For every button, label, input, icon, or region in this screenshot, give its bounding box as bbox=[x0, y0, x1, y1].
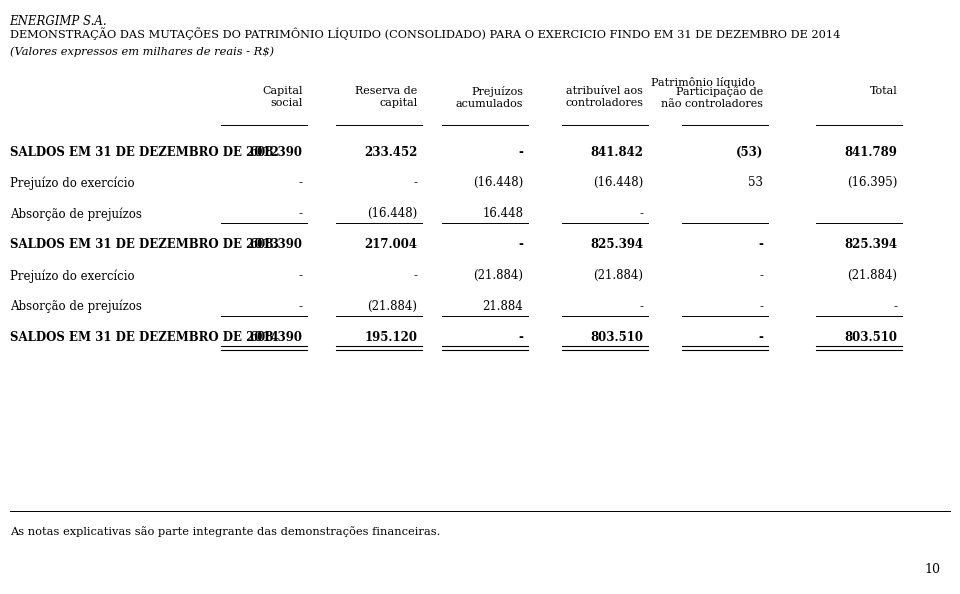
Text: 803.510: 803.510 bbox=[845, 331, 898, 344]
Text: (16.448): (16.448) bbox=[368, 207, 418, 220]
Text: atribuível aos
controladores: atribuível aos controladores bbox=[565, 86, 643, 108]
Text: Participação de
não controladores: Participação de não controladores bbox=[661, 86, 763, 109]
Text: 16.448: 16.448 bbox=[482, 207, 523, 220]
Text: (Valores expressos em milhares de reais - R$): (Valores expressos em milhares de reais … bbox=[10, 47, 274, 58]
Text: (16.448): (16.448) bbox=[473, 176, 523, 189]
Text: 217.004: 217.004 bbox=[365, 238, 418, 251]
Text: 825.394: 825.394 bbox=[590, 238, 643, 251]
Text: -: - bbox=[299, 176, 302, 189]
Text: 841.842: 841.842 bbox=[590, 146, 643, 159]
Text: (53): (53) bbox=[735, 146, 763, 159]
Text: -: - bbox=[414, 269, 418, 282]
Text: -: - bbox=[758, 331, 763, 344]
Text: -: - bbox=[758, 238, 763, 251]
Text: (21.884): (21.884) bbox=[848, 269, 898, 282]
Text: Absorção de prejuízos: Absorção de prejuízos bbox=[10, 207, 141, 221]
Text: -: - bbox=[299, 269, 302, 282]
Text: (21.884): (21.884) bbox=[473, 269, 523, 282]
Text: 608.390: 608.390 bbox=[250, 146, 302, 159]
Text: 21.884: 21.884 bbox=[483, 300, 523, 313]
Text: (16.395): (16.395) bbox=[848, 176, 898, 189]
Text: (21.884): (21.884) bbox=[593, 269, 643, 282]
Text: 608.390: 608.390 bbox=[250, 331, 302, 344]
Text: -: - bbox=[894, 300, 898, 313]
Text: Prejuízos
acumulados: Prejuízos acumulados bbox=[456, 86, 523, 109]
Text: Patrimônio líquido: Patrimônio líquido bbox=[651, 77, 756, 89]
Text: 803.510: 803.510 bbox=[590, 331, 643, 344]
Text: 10: 10 bbox=[924, 563, 941, 576]
Text: SALDOS EM 31 DE DEZEMBRO DE 2012: SALDOS EM 31 DE DEZEMBRO DE 2012 bbox=[10, 146, 278, 159]
Text: Absorção de prejuízos: Absorção de prejuízos bbox=[10, 300, 141, 314]
Text: -: - bbox=[299, 300, 302, 313]
Text: Capital
social: Capital social bbox=[262, 86, 302, 108]
Text: SALDOS EM 31 DE DEZEMBRO DE 2013: SALDOS EM 31 DE DEZEMBRO DE 2013 bbox=[10, 238, 278, 251]
Text: -: - bbox=[299, 207, 302, 220]
Text: ENERGIMP S.A.: ENERGIMP S.A. bbox=[10, 15, 108, 28]
Text: (21.884): (21.884) bbox=[368, 300, 418, 313]
Text: 841.789: 841.789 bbox=[845, 146, 898, 159]
Text: -: - bbox=[414, 176, 418, 189]
Text: -: - bbox=[639, 207, 643, 220]
Text: Prejuízo do exercício: Prejuízo do exercício bbox=[10, 269, 134, 283]
Text: -: - bbox=[759, 300, 763, 313]
Text: SALDOS EM 31 DE DEZEMBRO DE 2014: SALDOS EM 31 DE DEZEMBRO DE 2014 bbox=[10, 331, 278, 344]
Text: 53: 53 bbox=[748, 176, 763, 189]
Text: Total: Total bbox=[870, 86, 898, 96]
Text: -: - bbox=[639, 300, 643, 313]
Text: Prejuízo do exercício: Prejuízo do exercício bbox=[10, 176, 134, 190]
Text: 825.394: 825.394 bbox=[845, 238, 898, 251]
Text: 233.452: 233.452 bbox=[364, 146, 418, 159]
Text: -: - bbox=[518, 146, 523, 159]
Text: -: - bbox=[518, 331, 523, 344]
Text: -: - bbox=[759, 269, 763, 282]
Text: Reserva de
capital: Reserva de capital bbox=[355, 86, 418, 108]
Text: -: - bbox=[518, 238, 523, 251]
Text: (16.448): (16.448) bbox=[593, 176, 643, 189]
Text: As notas explicativas são parte integrante das demonstrações financeiras.: As notas explicativas são parte integran… bbox=[10, 526, 440, 536]
Text: DEMONSTRAÇÃO DAS MUTAÇÕES DO PATRIMÔNIO LÍQUIDO (CONSOLIDADO) PARA O EXERCICIO F: DEMONSTRAÇÃO DAS MUTAÇÕES DO PATRIMÔNIO … bbox=[10, 27, 840, 40]
Text: 608.390: 608.390 bbox=[250, 238, 302, 251]
Text: 195.120: 195.120 bbox=[365, 331, 418, 344]
